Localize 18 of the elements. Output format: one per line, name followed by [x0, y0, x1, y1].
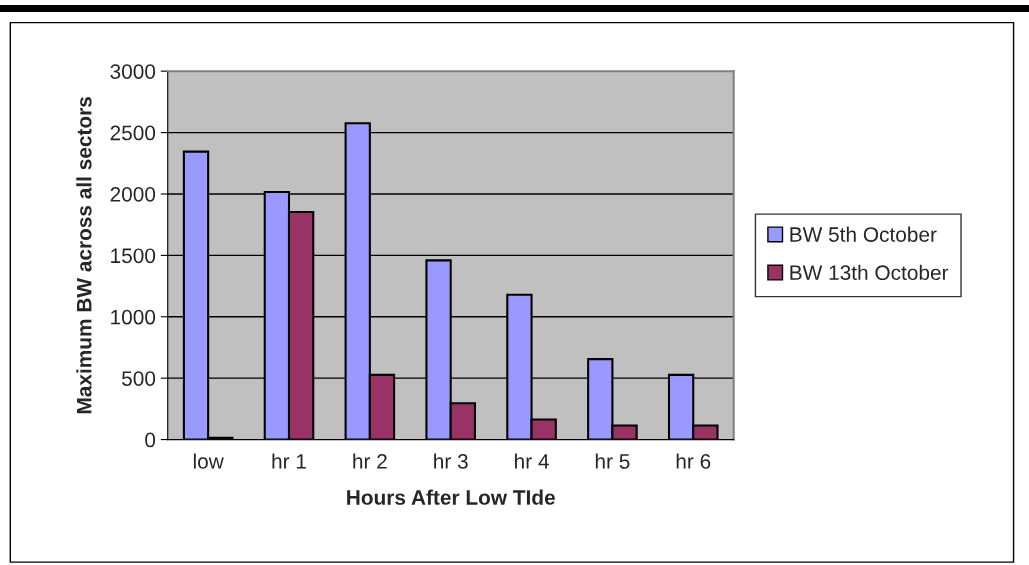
y-tick-label: 2000	[110, 186, 156, 202]
y-tick-label: 500	[122, 371, 156, 386]
y-tick-label: 3000	[110, 64, 156, 79]
x-tick-label: hr 1	[272, 453, 306, 469]
y-tick-label: 1000	[111, 309, 156, 325]
x-tick-label: hr 2	[353, 453, 387, 469]
legend-label: BW 5th October	[790, 226, 937, 242]
x-tick-label: hr 5	[595, 453, 630, 469]
y-tick-label: 1500	[111, 248, 156, 264]
legend-label: BW 13th October	[790, 264, 949, 281]
y-tick-label: 0	[145, 432, 156, 448]
x-axis-title: Hours After Low TIde	[347, 489, 555, 505]
y-tick-label: 2500	[110, 125, 156, 141]
x-tick-label: hr 4	[515, 453, 549, 469]
x-tick-label: hr 3	[434, 453, 468, 469]
x-tick-label: low	[193, 453, 224, 469]
x-tick-label: hr 6	[676, 453, 711, 469]
y-axis-title: Maximum BW across all sectors	[76, 97, 92, 414]
